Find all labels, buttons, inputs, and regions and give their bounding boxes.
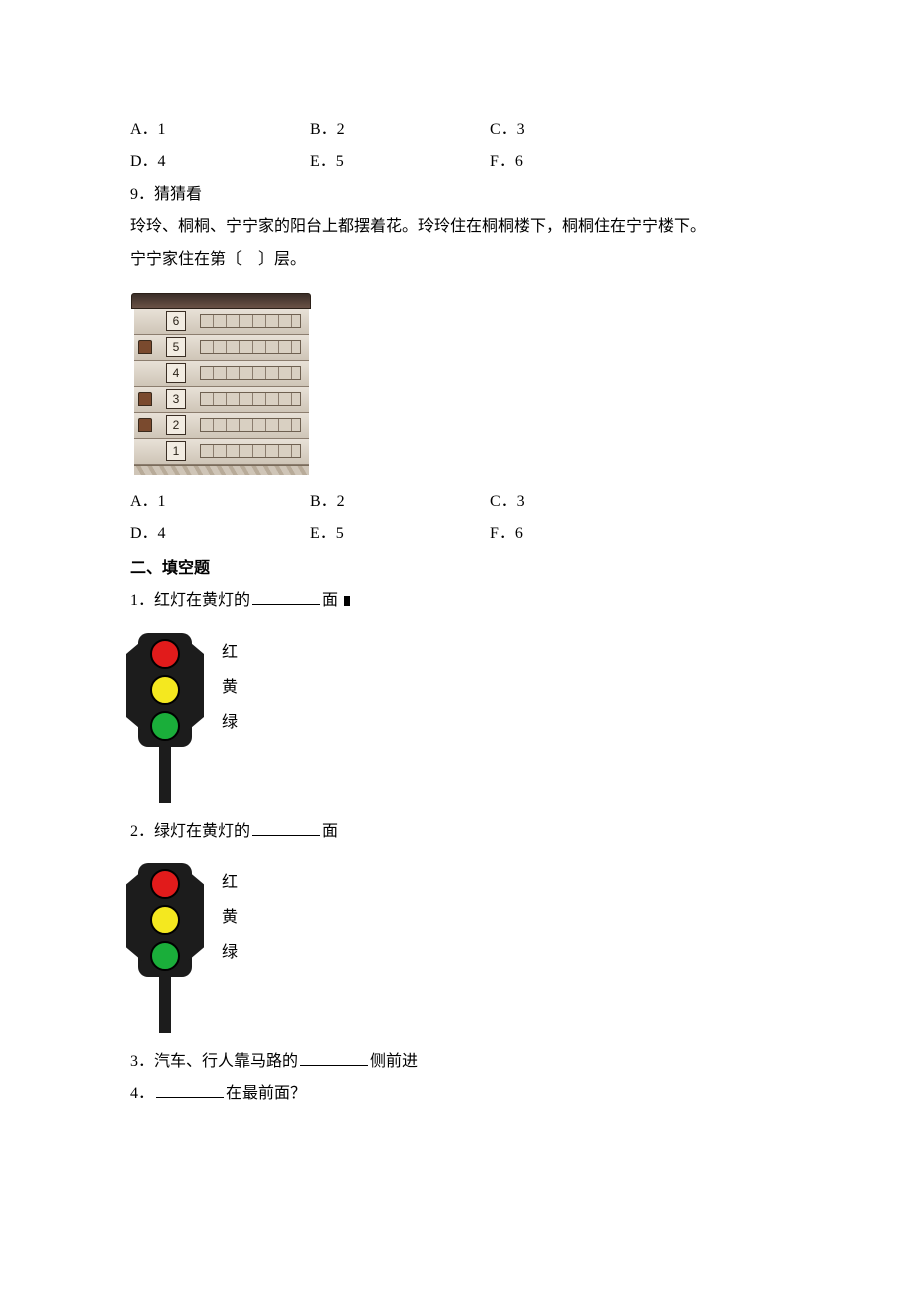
q9-body-1: 玲玲、桐桐、宁宁家的阳台上都摆着花。玲玲住在桐桐楼下，桐桐住在宁宁楼下。	[130, 212, 795, 242]
building-roof	[131, 293, 311, 309]
light-label: 绿	[222, 935, 238, 970]
text-cursor-icon	[344, 596, 350, 606]
building-ground	[134, 465, 309, 475]
traffic-light-1: 红黄绿	[138, 633, 795, 803]
q9-option-d: D．4	[130, 519, 310, 549]
windows-icon	[200, 340, 301, 354]
light-label: 黄	[222, 900, 238, 935]
option-c: C．3	[490, 115, 670, 145]
s2-q4-pre: 4．	[130, 1085, 154, 1102]
s2-q2-post: 面	[322, 823, 338, 840]
light-bulb-icon	[150, 711, 180, 741]
traffic-light-labels: 红黄绿	[222, 633, 238, 741]
flower-pot-icon	[138, 366, 152, 380]
flower-pot-icon	[138, 340, 152, 354]
traffic-light-2: 红黄绿	[138, 863, 795, 1033]
light-bulb-icon	[150, 941, 180, 971]
q9-option-c: C．3	[490, 487, 670, 517]
traffic-light-body	[138, 633, 192, 747]
blank-input[interactable]	[300, 1050, 368, 1066]
traffic-light-pole	[159, 977, 171, 1033]
q9-blank-post: 〕层。	[258, 251, 306, 268]
floor-number: 5	[166, 337, 186, 357]
s2-q3-pre: 3．汽车、行人靠马路的	[130, 1053, 298, 1070]
windows-icon	[200, 444, 301, 458]
option-b: B．2	[310, 115, 490, 145]
s2-q4: 4． 在最前面？	[130, 1079, 795, 1109]
windows-icon	[200, 366, 301, 380]
light-label: 黄	[222, 670, 238, 705]
option-f: F．6	[490, 147, 670, 177]
light-label: 绿	[222, 705, 238, 740]
q9-options-row1: A．1 B．2 C．3	[130, 487, 795, 517]
q9-option-b: B．2	[310, 487, 490, 517]
building-floor: 3	[134, 387, 309, 413]
blank-input[interactable]	[252, 589, 320, 605]
building-floor: 6	[134, 309, 309, 335]
light-bulb-icon	[150, 869, 180, 899]
blank-input[interactable]	[252, 820, 320, 836]
option-e: E．5	[310, 147, 490, 177]
s2-q3: 3．汽车、行人靠马路的 侧前进	[130, 1047, 795, 1077]
s2-q1: 1．红灯在黄灯的 面	[130, 586, 795, 616]
building-floor: 5	[134, 335, 309, 361]
s2-q1-pre: 1．红灯在黄灯的	[130, 592, 250, 609]
section2-heading: 二、填空题	[130, 554, 795, 584]
light-bulb-icon	[150, 675, 180, 705]
s2-q4-post: 在最前面？	[226, 1085, 306, 1102]
building-image: 6 5 4 3 2 1	[134, 293, 309, 475]
s2-q3-post: 侧前进	[370, 1053, 418, 1070]
blank-input[interactable]	[156, 1082, 224, 1098]
floor-number: 1	[166, 441, 186, 461]
light-bulb-icon	[150, 639, 180, 669]
s2-q2: 2．绿灯在黄灯的 面	[130, 817, 795, 847]
q9-option-a: A．1	[130, 487, 310, 517]
building-floor: 2	[134, 413, 309, 439]
q9-title: 9．猜猜看	[130, 180, 795, 210]
light-bulb-icon	[150, 905, 180, 935]
floor-number: 6	[166, 311, 186, 331]
floor-number: 4	[166, 363, 186, 383]
flower-pot-icon	[138, 314, 152, 328]
light-label: 红	[222, 635, 238, 670]
floor-number: 2	[166, 415, 186, 435]
traffic-light-pole	[159, 747, 171, 803]
q9-option-e: E．5	[310, 519, 490, 549]
option-d: D．4	[130, 147, 310, 177]
q9-body-2: 宁宁家住在第〔 〕层。	[130, 245, 795, 275]
s2-q1-post: 面	[322, 592, 338, 609]
q9-options-row2: D．4 E．5 F．6	[130, 519, 795, 549]
light-label: 红	[222, 865, 238, 900]
traffic-light-labels: 红黄绿	[222, 863, 238, 971]
flower-pot-icon	[138, 444, 152, 458]
prev-options-row1: A．1 B．2 C．3	[130, 115, 795, 145]
windows-icon	[200, 314, 301, 328]
traffic-light-body	[138, 863, 192, 977]
s2-q2-pre: 2．绿灯在黄灯的	[130, 823, 250, 840]
floor-number: 3	[166, 389, 186, 409]
prev-options-row2: D．4 E．5 F．6	[130, 147, 795, 177]
flower-pot-icon	[138, 392, 152, 406]
windows-icon	[200, 392, 301, 406]
building-floor: 1	[134, 439, 309, 465]
flower-pot-icon	[138, 418, 152, 432]
building-floor: 4	[134, 361, 309, 387]
option-a: A．1	[130, 115, 310, 145]
q9-option-f: F．6	[490, 519, 670, 549]
q9-blank-pre: 宁宁家住在第〔	[130, 251, 242, 268]
windows-icon	[200, 418, 301, 432]
